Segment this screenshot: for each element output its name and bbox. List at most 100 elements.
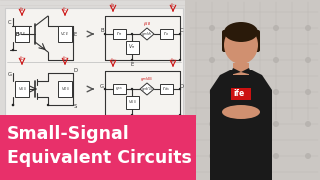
Circle shape [276,89,282,93]
Circle shape [193,145,197,150]
Text: B: B [100,28,104,33]
Ellipse shape [224,22,258,42]
Circle shape [276,60,282,66]
Text: $g_m V_\pi$: $g_m V_\pi$ [141,30,153,38]
Circle shape [305,25,311,31]
Text: C: C [8,19,12,24]
Polygon shape [230,68,241,75]
Bar [233,63,249,75]
Text: G: G [8,73,12,78]
Text: $I_C$: $I_C$ [170,2,176,10]
Text: Small-Signal: Small-Signal [7,125,130,143]
Circle shape [209,57,215,63]
Bar [126,96,139,109]
Circle shape [305,89,309,93]
Text: ife: ife [233,89,244,98]
Text: $\beta I_B$: $\beta I_B$ [143,20,151,28]
Circle shape [273,153,279,159]
Circle shape [249,33,253,37]
Circle shape [249,60,253,66]
Text: G: G [100,84,104,89]
Text: $V_{DS}$: $V_{DS}$ [60,85,69,93]
Circle shape [220,33,226,37]
Bar [126,41,139,54]
Circle shape [305,60,309,66]
Circle shape [305,57,311,63]
Text: E: E [130,62,134,66]
Ellipse shape [222,105,260,119]
Bar [160,84,173,94]
Circle shape [276,4,282,10]
Circle shape [249,89,253,93]
Text: $I_C$: $I_C$ [62,6,68,14]
Text: $V_{GS}$: $V_{GS}$ [128,98,136,106]
Text: $r_\pi$: $r_\pi$ [116,30,122,39]
Bar [15,26,29,42]
Circle shape [249,172,253,177]
Text: $g_m V_{GS}$: $g_m V_{GS}$ [140,75,154,83]
Text: $I_B$: $I_B$ [110,2,116,10]
Circle shape [305,153,311,159]
Circle shape [241,25,247,31]
Circle shape [305,116,309,122]
Circle shape [276,116,282,122]
Text: $r_o$: $r_o$ [163,30,169,39]
Bar [0,115,196,180]
Text: $V_\pi$: $V_\pi$ [128,42,136,51]
Text: $V_{GS}$: $V_{GS}$ [18,85,26,93]
Bar [231,88,251,100]
Text: D: D [180,84,184,89]
Polygon shape [140,28,154,40]
Polygon shape [140,83,154,95]
Circle shape [273,121,279,127]
Circle shape [276,145,282,150]
Text: $I_D$: $I_D$ [170,57,176,66]
Circle shape [220,172,226,177]
Circle shape [273,57,279,63]
Circle shape [131,33,133,35]
Text: $I_B$: $I_B$ [19,6,25,14]
Circle shape [241,89,247,95]
Circle shape [193,116,197,122]
Text: S: S [130,116,134,122]
Circle shape [12,49,14,51]
Circle shape [131,114,133,116]
Circle shape [193,89,197,93]
Circle shape [12,104,14,106]
Text: Equivalent Circuits: Equivalent Circuits [7,149,192,167]
Circle shape [131,88,133,90]
Text: $I_D$: $I_D$ [62,55,68,64]
Text: $I_D$: $I_D$ [110,57,116,66]
Circle shape [249,4,253,10]
Bar [58,81,72,97]
Circle shape [104,33,106,35]
Circle shape [249,145,253,150]
Circle shape [193,60,197,66]
Circle shape [209,25,215,31]
Bar [58,26,72,42]
Circle shape [305,89,311,95]
Text: B: B [15,31,19,37]
Circle shape [305,33,309,37]
Polygon shape [262,100,272,180]
Circle shape [273,25,279,31]
Bar [15,81,29,97]
Circle shape [305,4,309,10]
Bar [185,0,320,180]
Bar [113,84,126,94]
Text: D: D [73,69,77,73]
Circle shape [179,114,181,116]
Circle shape [305,145,309,150]
Text: C: C [180,28,184,33]
Circle shape [131,59,133,61]
Circle shape [220,4,226,10]
FancyBboxPatch shape [5,8,183,116]
Text: E: E [73,31,76,37]
Text: S: S [73,105,77,109]
Circle shape [47,104,49,106]
Text: $r_{ds}$: $r_{ds}$ [162,85,170,93]
Circle shape [193,33,197,37]
Bar [160,29,173,39]
Circle shape [209,153,215,159]
Circle shape [12,104,14,106]
